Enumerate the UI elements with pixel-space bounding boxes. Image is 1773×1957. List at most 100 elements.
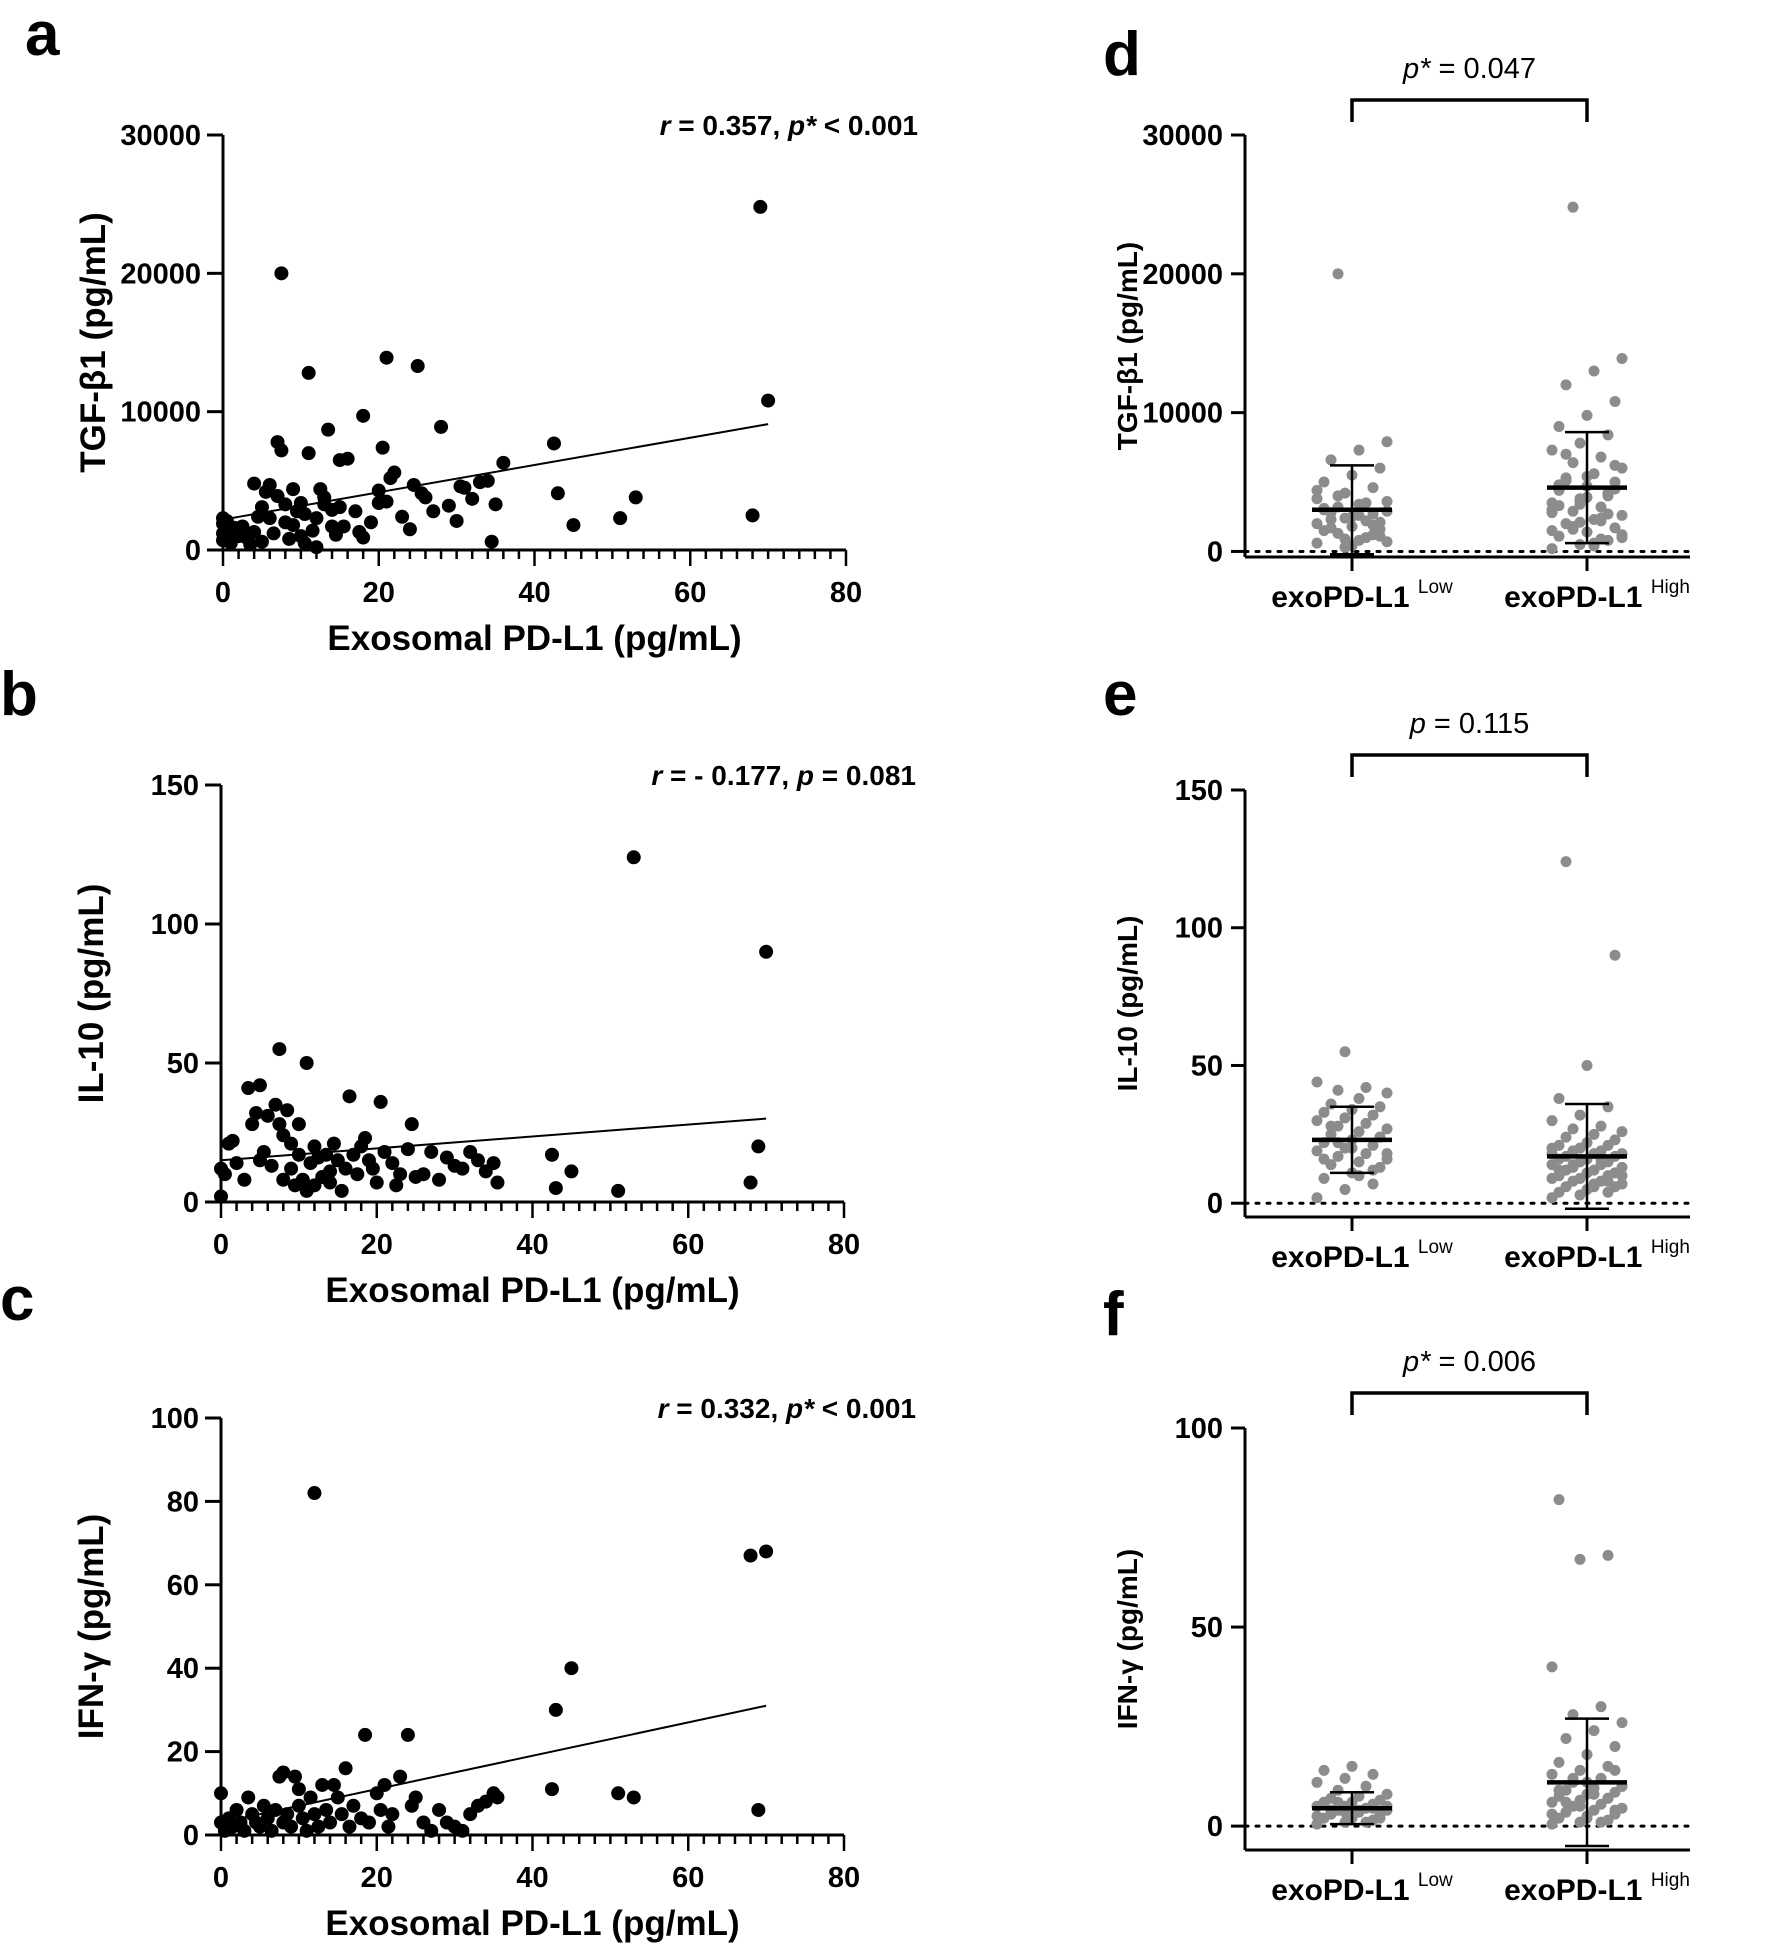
panel-letter-a: a <box>25 0 60 69</box>
y-tick-label: 10000 <box>1142 398 1223 430</box>
data-point <box>214 1189 228 1204</box>
stat-p-label: p* <box>785 1393 815 1424</box>
group-data-point <box>1339 1046 1351 1058</box>
data-point <box>286 482 301 497</box>
data-point <box>480 473 495 488</box>
y-tick-label: 30000 <box>120 120 201 152</box>
data-point <box>319 1802 334 1817</box>
data-point <box>611 1183 626 1198</box>
group-data-point <box>1546 1808 1558 1820</box>
data-point <box>268 1097 283 1112</box>
data-point <box>295 1172 310 1187</box>
group-data-point <box>1560 448 1572 460</box>
group-data-point <box>1318 1153 1330 1165</box>
p-value-annotation: p* = 0.006 <box>1402 1346 1536 1378</box>
stat-p-label: p <box>796 760 814 791</box>
y-tick-label: 50 <box>1191 1050 1223 1082</box>
group-data-point <box>1553 1139 1565 1151</box>
group-data-point <box>1595 515 1607 527</box>
data-point <box>400 1727 415 1742</box>
data-point <box>548 1702 563 1717</box>
group-data-point <box>1546 525 1558 537</box>
data-point <box>363 515 378 530</box>
data-point <box>299 1056 314 1070</box>
stat-p-label: p* <box>787 110 817 141</box>
data-point <box>276 1172 291 1187</box>
data-point <box>402 522 417 537</box>
group-data-point <box>1546 543 1558 555</box>
data-point <box>393 1167 408 1182</box>
group-data-point <box>1595 1120 1607 1132</box>
data-point <box>371 483 386 498</box>
data-point <box>544 1147 559 1162</box>
group-data-point <box>1588 1725 1600 1737</box>
group-data-point <box>1367 1178 1379 1190</box>
data-point <box>286 518 301 533</box>
y-tick-label: 50 <box>1191 1612 1223 1644</box>
category-label-superscript: High <box>1651 1237 1690 1258</box>
category-label-low: exoPD-L1 Low <box>1271 1870 1453 1907</box>
y-tick-label: 0 <box>1207 536 1223 568</box>
stat-r-label: r <box>651 760 664 791</box>
data-point <box>338 1761 353 1776</box>
data-point <box>254 534 269 549</box>
p-value: = 0.047 <box>1430 53 1536 85</box>
group-data-point <box>1602 1175 1614 1187</box>
group-data-point <box>1367 1109 1379 1121</box>
data-point <box>488 497 503 512</box>
x-tick-label: 40 <box>518 577 550 609</box>
group-data-point <box>1332 268 1344 280</box>
group-data-point <box>1381 436 1393 448</box>
group-data-point <box>1553 1093 1565 1105</box>
data-point <box>260 1108 275 1123</box>
p-value-annotation: p* = 0.047 <box>1402 53 1536 85</box>
category-label-superscript: Low <box>1418 577 1453 598</box>
category-label-base: exoPD-L1 <box>1504 1874 1651 1907</box>
data-point <box>280 1103 295 1118</box>
data-point <box>393 1769 408 1784</box>
stat-annotation: r = - 0.177, p = 0.081 <box>651 760 916 791</box>
regression-line <box>220 1704 767 1824</box>
data-point <box>307 1807 322 1822</box>
x-tick-label: 0 <box>215 577 231 609</box>
data-point <box>356 530 371 545</box>
data-point <box>291 1782 306 1797</box>
data-point <box>307 1486 322 1501</box>
stat-annotation: r = 0.332, p* < 0.001 <box>658 1393 916 1424</box>
group-data-point <box>1367 482 1379 494</box>
group-data-point <box>1567 505 1579 517</box>
data-point <box>441 498 456 513</box>
data-point <box>266 526 281 541</box>
category-label-superscript: High <box>1651 1870 1690 1891</box>
group-data-point <box>1318 1764 1330 1776</box>
data-point <box>387 465 402 480</box>
data-point <box>276 1765 291 1780</box>
data-point <box>373 1802 388 1817</box>
group-data-point <box>1318 476 1330 488</box>
group-data-point <box>1367 1139 1379 1151</box>
group-data-point <box>1609 1764 1621 1776</box>
group-data-point <box>1574 1553 1586 1565</box>
data-point <box>214 1786 228 1801</box>
data-point <box>262 477 277 492</box>
data-point <box>745 508 760 523</box>
panel-letter-b: b <box>0 660 38 729</box>
data-point <box>274 443 289 458</box>
y-axis-label: IFN-γ (pg/mL) <box>1112 1549 1143 1729</box>
data-point <box>375 440 390 455</box>
data-point <box>334 1807 349 1822</box>
group-data-point <box>1602 1549 1614 1561</box>
data-point <box>284 1161 299 1176</box>
category-label-base: exoPD-L1 <box>1271 1874 1418 1907</box>
data-point <box>544 1782 559 1797</box>
group-data-point <box>1609 396 1621 408</box>
data-point <box>287 1769 302 1784</box>
group-data-point <box>1374 1101 1386 1113</box>
group-data-point <box>1560 1733 1572 1745</box>
data-point <box>381 1819 396 1834</box>
data-point <box>358 1131 373 1146</box>
group-data-point <box>1616 1126 1628 1138</box>
y-tick-label: 150 <box>1175 775 1223 807</box>
data-point <box>751 1802 766 1817</box>
